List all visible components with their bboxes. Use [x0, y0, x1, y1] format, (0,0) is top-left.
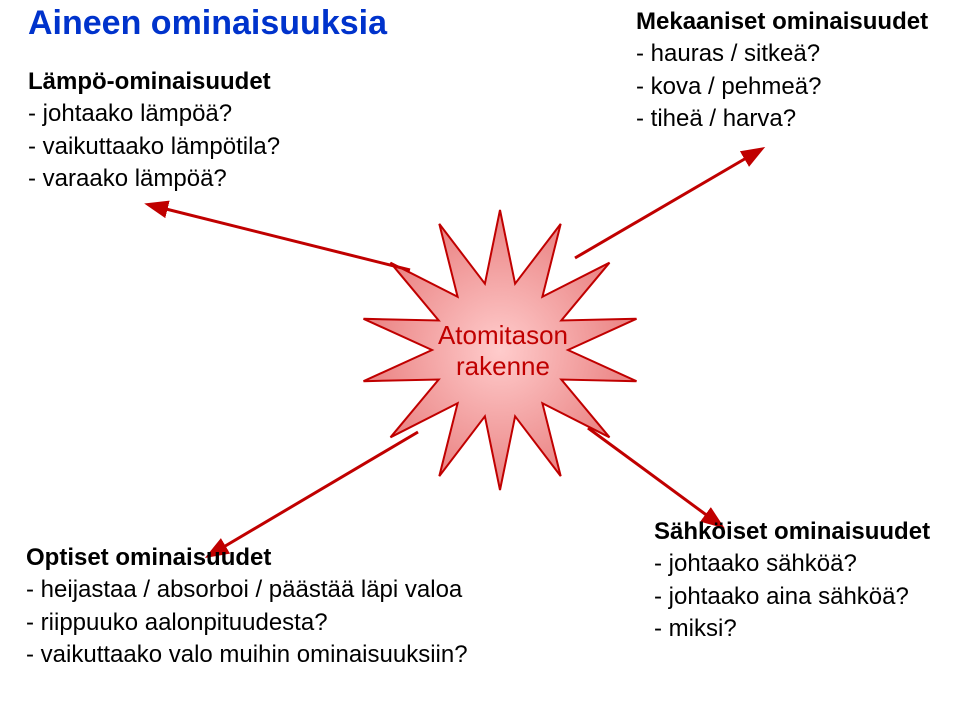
- mechanical-line: - tiheä / harva?: [636, 103, 928, 135]
- mechanical-heading: Mekaaniset ominaisuudet: [636, 6, 928, 38]
- thermal-properties-block: Lämpö-ominaisuudet - johtaako lämpöä? - …: [28, 66, 280, 196]
- thermal-line: - varaako lämpöä?: [28, 163, 280, 195]
- center-line1: Atomitason: [438, 320, 568, 350]
- center-line2: rakenne: [456, 351, 550, 381]
- mechanical-properties-block: Mekaaniset ominaisuudet - hauras / sitke…: [636, 6, 928, 136]
- center-label: Atomitason rakenne: [418, 320, 588, 382]
- electrical-line: - johtaako sähköä?: [654, 548, 930, 580]
- thermal-line: - johtaako lämpöä?: [28, 98, 280, 130]
- mechanical-line: - hauras / sitkeä?: [636, 38, 928, 70]
- mechanical-line: - kova / pehmeä?: [636, 71, 928, 103]
- electrical-line: - miksi?: [654, 613, 930, 645]
- optical-properties-block: Optiset ominaisuudet - heijastaa / absor…: [26, 542, 468, 672]
- electrical-line: - johtaako aina sähköä?: [654, 581, 930, 613]
- optical-line: - riippuuko aalonpituudesta?: [26, 607, 468, 639]
- thermal-line: - vaikuttaako lämpötila?: [28, 131, 280, 163]
- optical-line: - heijastaa / absorboi / päästää läpi va…: [26, 574, 468, 606]
- electrical-properties-block: Sähköiset ominaisuudet - johtaako sähköä…: [654, 516, 930, 646]
- electrical-heading: Sähköiset ominaisuudet: [654, 516, 930, 548]
- page-title: Aineen ominaisuuksia: [28, 4, 387, 43]
- optical-heading: Optiset ominaisuudet: [26, 542, 468, 574]
- thermal-heading: Lämpö-ominaisuudet: [28, 66, 280, 98]
- optical-line: - vaikuttaako valo muihin ominaisuuksiin…: [26, 639, 468, 671]
